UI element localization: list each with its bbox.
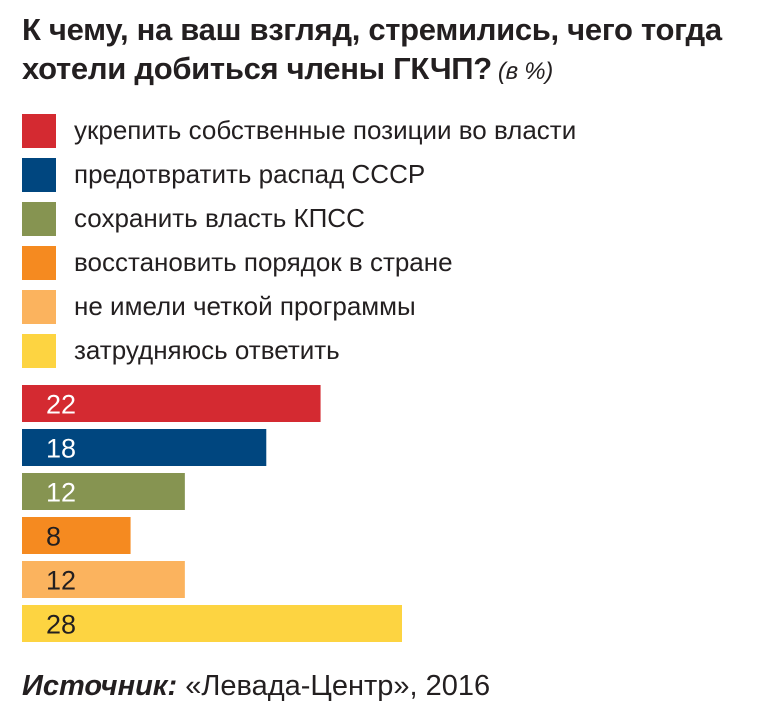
chart-title: К чему, на ваш взгляд, стремились, чего … — [22, 10, 742, 91]
chart-title-text: К чему, на ваш взгляд, стремились, чего … — [22, 12, 722, 86]
legend-swatch — [22, 158, 56, 192]
source-text: «Левада-Центр», 2016 — [185, 670, 491, 702]
bar-value-label: 28 — [46, 610, 76, 640]
bar — [22, 561, 185, 598]
bar — [22, 605, 402, 642]
legend-label: восстановить порядок в стране — [74, 247, 453, 277]
legend-swatch — [22, 202, 56, 236]
source-note: Источник: «Левада-Центр», 2016 — [22, 666, 490, 706]
legend-swatch — [22, 334, 56, 368]
legend-label: не имели четкой программы — [74, 291, 416, 321]
bar-value-label: 18 — [46, 434, 76, 464]
bar-value-label: 22 — [46, 390, 76, 420]
legend-swatch — [22, 290, 56, 324]
bar — [22, 473, 185, 510]
bar-value-label: 12 — [46, 478, 76, 508]
bar — [22, 517, 131, 554]
bar-value-label: 12 — [46, 566, 76, 596]
legend-label: укрепить собственные позиции во власти — [74, 115, 577, 145]
legend-label: сохранить власть КПСС — [74, 203, 365, 233]
bar-chart: 22 18 12 8 12 28 — [22, 385, 402, 642]
legend-swatch — [22, 114, 56, 148]
bar — [22, 429, 267, 466]
legend-label: затрудняюсь ответить — [74, 335, 340, 365]
bar-value-label: 8 — [46, 522, 61, 552]
source-label: Источник: — [22, 670, 178, 702]
legend-label: предотвратить распад СССР — [74, 159, 426, 189]
bar — [22, 385, 321, 422]
legend-swatch — [22, 246, 56, 280]
chart-unit: (в %) — [497, 58, 553, 85]
